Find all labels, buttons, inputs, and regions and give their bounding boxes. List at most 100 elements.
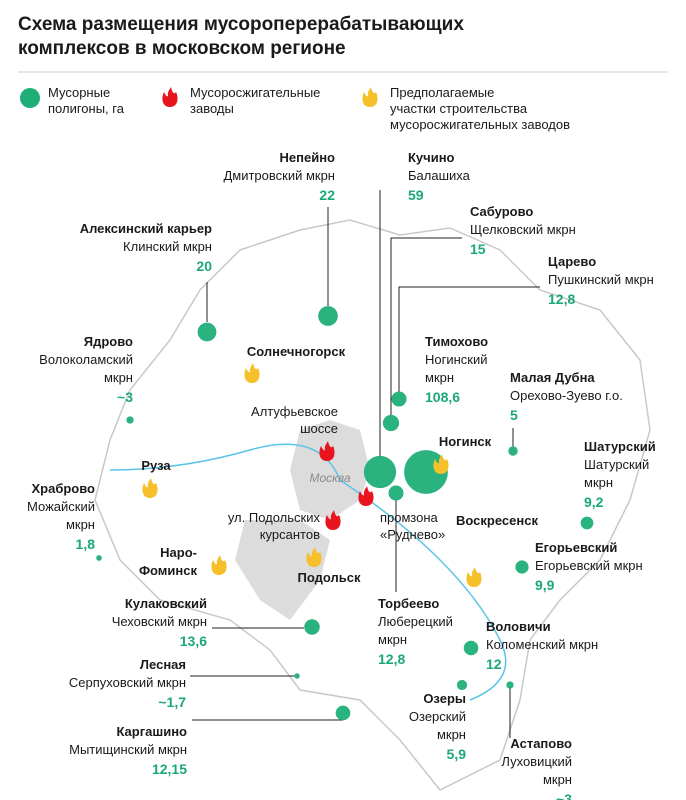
legend-label: Мусоросжигательные (190, 85, 320, 100)
landfill-area: 5 (510, 407, 518, 423)
landfill-marker (294, 673, 300, 679)
landfill-name: Тимохово (425, 334, 488, 349)
landfill-area: 12,8 (548, 291, 575, 307)
landfill-district: Луховицкий (501, 754, 572, 769)
landfill-name: Шатурский (584, 439, 656, 454)
landfill-district: мкрн (584, 475, 613, 490)
new-moscow (235, 520, 330, 620)
landfill-marker (126, 416, 134, 424)
legend-icon (20, 88, 40, 108)
landfill-district: мкрн (104, 370, 133, 385)
landfill-district: мкрн (425, 370, 454, 385)
landfill-name: Кулаковский (125, 596, 207, 611)
legend-label: Предполагаемые (390, 85, 494, 100)
river (339, 479, 507, 701)
landfill-name: Непейно (280, 150, 336, 165)
landfill-area: 12 (486, 656, 502, 672)
legend-icon (362, 87, 378, 107)
landfill-marker (404, 450, 448, 494)
landfill-district: Коломенский мкрн (486, 637, 598, 652)
legend-label: участки строительства (390, 101, 528, 116)
planned-site-label: Воскресенск (456, 513, 538, 528)
legend-label: заводы (190, 101, 234, 116)
incinerator-icon (358, 486, 374, 506)
landfill-area: 12,8 (378, 651, 405, 667)
city-label: Москва (309, 471, 350, 485)
landfill-district: Волоколамский (39, 352, 133, 367)
landfill-area: 22 (319, 187, 335, 203)
landfill-marker (506, 681, 514, 689)
planned-site-label: Наро- (160, 545, 197, 560)
landfill-district: Клинский мкрн (123, 239, 212, 254)
incinerator-icon (325, 510, 341, 530)
landfill-district: мкрн (66, 517, 95, 532)
planned-site-label: Солнечногорск (247, 344, 346, 359)
landfill-marker (463, 640, 479, 656)
title-line: комплексов в московском регионе (18, 38, 346, 59)
planned-site-label: Ногинск (439, 434, 492, 449)
title-line: Схема размещения мусороперерабатывающих (18, 14, 464, 35)
landfill-marker (580, 516, 594, 530)
landfill-marker (388, 485, 404, 501)
landfill-area: 108,6 (425, 389, 460, 405)
landfill-district: мкрн (543, 772, 572, 787)
landfill-marker (515, 560, 529, 574)
planned-site-icon (142, 478, 158, 498)
landfill-name: Кучино (408, 150, 455, 165)
landfill-name: Храброво (31, 481, 95, 496)
landfill-district: Ногинский (425, 352, 488, 367)
landfill-district: Озерский (409, 709, 466, 724)
landfill-area: ~1,7 (158, 694, 186, 710)
planned-site-icon (244, 363, 260, 383)
landfill-marker (304, 619, 320, 635)
landfill-district: Орехово-Зуево г.о. (510, 388, 623, 403)
landfill-area: 15 (470, 241, 486, 257)
landfill-district: Чеховский мкрн (112, 614, 207, 629)
legend-label: Мусорные (48, 85, 110, 100)
legend-icon (162, 87, 178, 107)
incinerator-label: промзона (380, 510, 439, 525)
incinerator-label: курсантов (260, 527, 320, 542)
landfill-area: 59 (408, 187, 424, 203)
incinerator-icon (319, 441, 335, 461)
landfill-area: ~3 (117, 389, 133, 405)
planned-site-icon (466, 567, 482, 587)
landfill-district: мкрн (378, 632, 407, 647)
landfill-name: Алексинский карьер (80, 221, 212, 236)
landfill-area: 12,15 (152, 761, 187, 777)
landfill-district: Люберецкий (378, 614, 453, 629)
landfill-name: Малая Дубна (510, 370, 595, 385)
planned-site-icon (433, 454, 449, 474)
landfill-area: 20 (196, 258, 212, 274)
landfill-name: Озеры (423, 691, 466, 706)
landfill-district: Щелковский мкрн (470, 222, 576, 237)
landfill-marker (508, 446, 518, 456)
legend-label: полигоны, га (48, 101, 125, 116)
planned-site-label: Подольск (298, 570, 361, 585)
landfill-marker (197, 322, 217, 342)
incinerator-label: ул. Подольских (228, 510, 321, 525)
planned-site-icon (211, 555, 227, 575)
landfill-marker (363, 455, 397, 489)
leader-line (398, 286, 540, 392)
landfill-district: Шатурский (584, 457, 649, 472)
landfill-name: Торбеево (378, 596, 439, 611)
landfill-district: Балашиха (408, 168, 471, 183)
landfill-marker (456, 679, 468, 691)
landfill-marker (96, 555, 102, 561)
landfill-district: Дмитровский мкрн (223, 168, 335, 183)
leader-line (390, 237, 462, 415)
landfill-district: Серпуховский мкрн (69, 675, 186, 690)
incinerator-label: шоссе (300, 421, 338, 436)
landfill-name: Ядрово (84, 334, 133, 349)
landfill-name: Егорьевский (535, 540, 617, 555)
moscow-city (290, 420, 370, 520)
landfill-area: ~3 (556, 791, 572, 800)
landfill-name: Каргашино (116, 724, 187, 739)
landfill-name: Лесная (140, 657, 186, 672)
landfill-marker (391, 391, 407, 407)
landfill-name: Царево (548, 254, 596, 269)
landfill-district: Мытищинский мкрн (69, 742, 187, 757)
landfill-district: мкрн (437, 727, 466, 742)
